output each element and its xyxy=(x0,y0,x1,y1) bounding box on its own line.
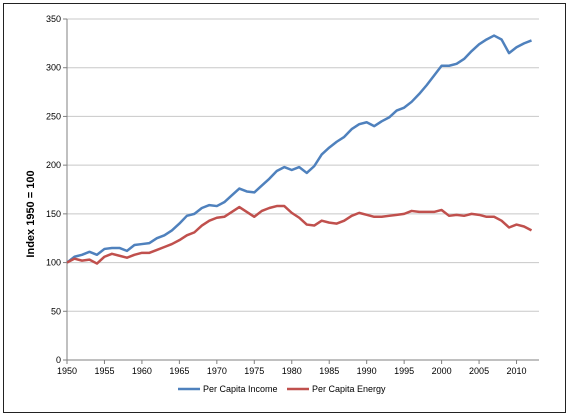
energy-series-line xyxy=(66,204,533,265)
y-tick-label: 100 xyxy=(46,258,61,268)
x-tick-label: 1980 xyxy=(282,366,302,376)
y-tick-label: 200 xyxy=(46,160,61,170)
series-lines xyxy=(66,34,533,265)
y-tick-label: 350 xyxy=(46,14,61,24)
x-tick-label: 1995 xyxy=(394,366,414,376)
y-tick-label: 300 xyxy=(46,63,61,73)
x-tick-label: 1975 xyxy=(244,366,264,376)
chart-frame xyxy=(3,3,566,413)
income-legend-label: Per Capita Income xyxy=(203,384,278,394)
x-tick-label: 2005 xyxy=(469,366,489,376)
y-tick-label: 150 xyxy=(46,209,61,219)
y-tick-label: 50 xyxy=(51,306,61,316)
x-tick-label: 1950 xyxy=(57,366,77,376)
y-tick-labels: 0 50 100 150 200 250 300 350 xyxy=(46,14,67,365)
y-tick-label: 0 xyxy=(56,355,61,365)
x-tick-label: 2010 xyxy=(507,366,527,376)
y-tick-label: 250 xyxy=(46,111,61,121)
gridlines xyxy=(67,18,539,312)
y-axis-label: Index 1950 = 100 xyxy=(25,170,37,257)
x-tick-label: 2000 xyxy=(432,366,452,376)
x-tick-label: 1960 xyxy=(132,366,152,376)
energy-legend-label: Per Capita Energy xyxy=(312,384,386,394)
x-tick-label: 1990 xyxy=(357,366,377,376)
legend: Per Capita Income Per Capita Energy xyxy=(178,384,386,394)
x-tick-label: 1970 xyxy=(207,366,227,376)
x-tick-label: 1955 xyxy=(94,366,114,376)
x-tick-labels: 1950 1955 1960 1965 1970 1975 1980 1985 1990 1995… xyxy=(57,360,527,376)
x-tick-label: 1985 xyxy=(319,366,339,376)
x-tick-label: 1965 xyxy=(169,366,189,376)
axes xyxy=(66,19,539,361)
income-series-line xyxy=(66,34,532,264)
